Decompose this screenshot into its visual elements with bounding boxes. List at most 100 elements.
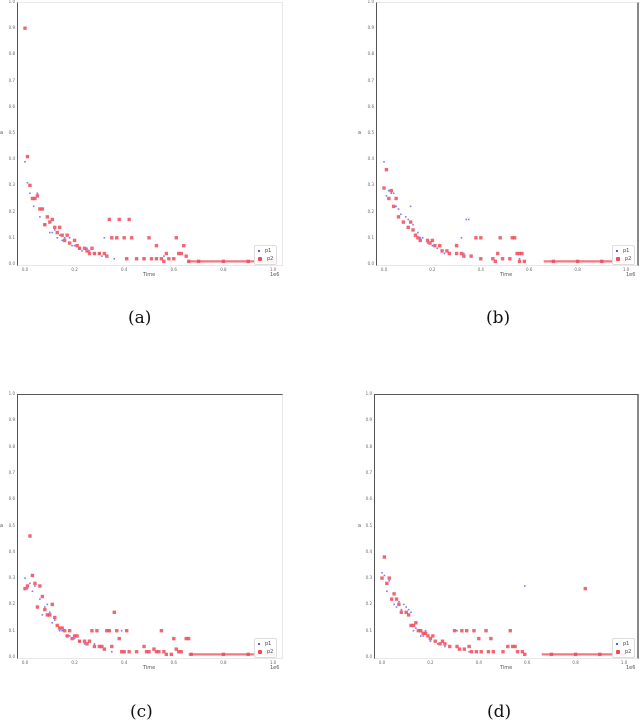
- x-tick-label: 0.2: [429, 267, 436, 272]
- y-tick-label: 1.0: [8, 391, 15, 396]
- x-axis-label: Time: [143, 272, 156, 278]
- x-offset-label: 1e6: [626, 272, 636, 278]
- y-tick-label: 0.8: [365, 443, 372, 449]
- y-tick-label: 0.2: [367, 208, 374, 214]
- plot-area: [17, 394, 283, 659]
- x-offset-label: 1e6: [626, 665, 636, 671]
- legend-marker-p1: [258, 643, 260, 645]
- plot-area: [376, 2, 639, 266]
- y-tick-label: 1.0: [367, 0, 374, 4]
- y-tick-label: 0.9: [367, 25, 374, 31]
- y-tick-label: 0.5: [365, 522, 372, 528]
- y-tick-label: 0.8: [8, 51, 15, 57]
- y-axis-label: a: [0, 523, 4, 529]
- legend-marker-p1: [616, 643, 618, 645]
- y-tick-label: 0.7: [8, 469, 15, 475]
- y-tick-label: 0.2: [8, 601, 15, 607]
- y-tick-label: 0.6: [8, 496, 15, 502]
- legend: p1 p2: [254, 245, 278, 265]
- x-tick-label: 0.4: [121, 267, 128, 272]
- legend-label-p1: p1: [265, 248, 272, 254]
- y-tick-label: 0.7: [365, 469, 372, 475]
- x-tick-label: 0.2: [71, 267, 78, 272]
- y-tick-label: 0.0: [367, 261, 374, 266]
- y-tick-label: 0.6: [367, 103, 374, 109]
- y-tick-label: 0.4: [365, 548, 372, 554]
- x-tick-label: 0.8: [220, 267, 227, 272]
- y-tick-label: 0.0: [8, 261, 15, 266]
- y-tick-label: 0.3: [8, 575, 15, 581]
- chart-panel-a: Time 1e6 a p1 p2 0.0 0.1 0.2 0.3 0.4 0.5 0.6 0.…: [0, 0, 300, 300]
- x-tick-label: 0.0: [21, 267, 29, 272]
- x-tick-label: 1.0: [269, 267, 277, 272]
- legend-marker-p2: [258, 650, 262, 654]
- y-tick-label: 0.7: [8, 77, 15, 83]
- x-axis-label: Time: [143, 665, 156, 671]
- y-tick-label: 0.3: [367, 182, 374, 188]
- y-tick-label: 0.3: [8, 182, 15, 188]
- y-tick-label: 0.2: [8, 208, 15, 214]
- x-tick-label: 0.4: [475, 660, 482, 665]
- y-tick-label: 0.4: [8, 156, 15, 162]
- y-tick-label: 0.8: [367, 51, 374, 57]
- y-axis-label: a: [358, 130, 362, 136]
- y-tick-label: 0.1: [365, 627, 372, 633]
- caption-d: (d): [487, 702, 512, 722]
- x-tick-label: 0.6: [524, 660, 531, 665]
- x-tick-label: 0.0: [378, 660, 386, 665]
- x-tick-label: 1.0: [622, 267, 630, 272]
- x-offset-label: 1e6: [270, 665, 280, 671]
- y-axis-label: a: [358, 523, 362, 529]
- y-tick-label: 1.0: [365, 391, 372, 396]
- legend-marker-p2: [616, 257, 620, 261]
- chart-panel-d: Time 1e6 a p1 p2 0.0 0.1 0.2 0.3 0.4 0.5 0.6 0.…: [340, 380, 640, 680]
- legend: p1 p2: [612, 638, 636, 658]
- legend-marker-p2: [258, 257, 262, 261]
- legend-label-p1: p1: [623, 248, 630, 254]
- x-tick-label: 0.8: [574, 267, 581, 272]
- x-axis-label: Time: [500, 272, 513, 278]
- x-tick-label: 0.0: [380, 267, 388, 272]
- y-tick-label: 0.9: [8, 417, 15, 423]
- legend-marker-p1: [258, 250, 260, 252]
- y-tick-label: 0.3: [365, 575, 372, 581]
- y-tick-label: 0.4: [367, 156, 374, 162]
- legend-label-p1: p1: [265, 641, 272, 647]
- y-tick-label: 0.0: [8, 654, 15, 659]
- legend-marker-p2: [616, 650, 620, 654]
- y-tick-label: 0.1: [8, 627, 15, 633]
- legend-label-p2: p2: [625, 256, 632, 262]
- y-tick-label: 0.1: [8, 234, 15, 240]
- x-tick-label: 0.2: [71, 660, 78, 665]
- x-tick-label: 0.0: [21, 660, 29, 665]
- legend-label-p1: p1: [623, 641, 630, 647]
- y-tick-label: 0.7: [367, 77, 374, 83]
- x-axis-label: Time: [500, 665, 513, 671]
- x-tick-label: 0.4: [121, 660, 128, 665]
- y-tick-label: 0.9: [365, 417, 372, 423]
- y-tick-label: 0.9: [8, 25, 15, 31]
- y-tick-label: 0.0: [365, 654, 372, 659]
- x-tick-label: 0.6: [526, 267, 533, 272]
- y-tick-label: 0.5: [8, 130, 15, 135]
- y-tick-label: 0.6: [365, 496, 372, 502]
- x-tick-label: 0.4: [477, 267, 484, 272]
- x-tick-label: 1.0: [269, 660, 277, 665]
- y-tick-label: 0.1: [367, 234, 374, 240]
- scatter-points: [23, 534, 275, 657]
- x-tick-label: 0.6: [170, 267, 177, 272]
- scatter-points: [380, 555, 626, 657]
- y-tick-label: 0.5: [8, 522, 15, 528]
- legend-label-p2: p2: [267, 256, 274, 262]
- x-tick-label: 0.6: [170, 660, 177, 665]
- caption-b: (b): [486, 308, 511, 328]
- y-tick-label: 0.4: [8, 548, 15, 554]
- y-tick-label: 0.8: [8, 443, 15, 449]
- x-tick-label: 1.0: [620, 660, 628, 665]
- x-tick-label: 0.8: [220, 660, 227, 665]
- y-tick-label: 0.2: [365, 601, 372, 607]
- chart-panel-b: Time 1e6 a p1 p2 0.0 0.1 0.2 0.3 0.4 0.5 0.6 0.…: [340, 0, 640, 300]
- plot-area: [374, 394, 639, 659]
- caption-c: (c): [130, 702, 153, 722]
- legend: p1 p2: [254, 638, 278, 658]
